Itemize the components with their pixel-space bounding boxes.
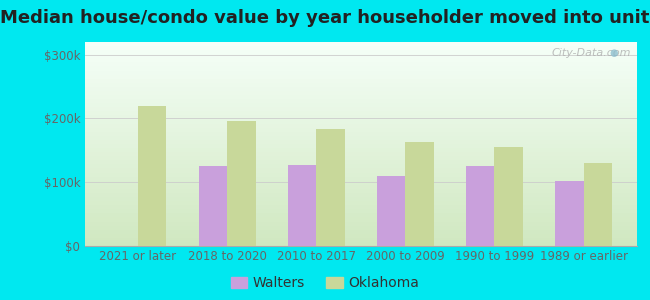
Bar <box>84 156 637 160</box>
Bar <box>84 209 637 213</box>
Bar <box>84 58 637 62</box>
Bar <box>584 163 612 246</box>
Bar <box>227 121 255 246</box>
Bar <box>84 136 637 140</box>
Text: Median house/condo value by year householder moved into unit: Median house/condo value by year househo… <box>0 9 650 27</box>
Bar <box>84 164 637 169</box>
Legend: Walters, Oklahoma: Walters, Oklahoma <box>231 276 419 290</box>
Bar <box>84 87 637 91</box>
Bar <box>84 177 637 181</box>
Bar <box>84 128 637 132</box>
Bar <box>466 166 495 246</box>
Bar <box>84 70 637 75</box>
Bar <box>84 205 637 209</box>
Text: ●: ● <box>609 48 618 58</box>
Bar <box>288 165 316 246</box>
Bar <box>377 176 406 246</box>
Bar <box>84 99 637 103</box>
Bar <box>84 242 637 246</box>
Bar <box>406 142 434 246</box>
Bar <box>84 116 637 119</box>
Bar <box>84 107 637 111</box>
Bar <box>84 144 637 148</box>
Bar <box>84 54 637 58</box>
Bar <box>84 226 637 230</box>
Bar <box>84 181 637 185</box>
Bar <box>138 106 166 246</box>
Bar <box>84 160 637 164</box>
Bar <box>84 230 637 234</box>
Bar <box>84 197 637 201</box>
Bar <box>84 169 637 172</box>
Bar <box>84 67 637 70</box>
Bar <box>84 103 637 107</box>
Bar <box>198 166 227 246</box>
Bar <box>84 111 637 116</box>
Bar <box>84 46 637 50</box>
Bar <box>84 172 637 177</box>
Bar <box>84 213 637 218</box>
Bar <box>316 129 344 246</box>
Bar <box>84 234 637 238</box>
Bar <box>84 42 637 46</box>
Bar <box>84 238 637 242</box>
Bar <box>84 62 637 67</box>
Bar <box>84 140 637 144</box>
Bar <box>84 75 637 79</box>
Bar <box>84 95 637 99</box>
Bar <box>84 50 637 54</box>
Text: City-Data.com: City-Data.com <box>552 48 632 58</box>
Bar <box>84 91 637 95</box>
Bar <box>555 181 584 246</box>
Bar <box>84 189 637 193</box>
Bar <box>84 152 637 156</box>
Bar <box>84 221 637 226</box>
Bar <box>84 119 637 124</box>
Bar <box>84 124 637 128</box>
Bar <box>84 193 637 197</box>
Bar <box>84 201 637 205</box>
Bar <box>495 147 523 246</box>
Bar <box>84 148 637 152</box>
Bar <box>84 218 637 221</box>
Bar <box>84 185 637 189</box>
Bar <box>84 79 637 83</box>
Bar <box>84 83 637 87</box>
Bar <box>84 132 637 136</box>
